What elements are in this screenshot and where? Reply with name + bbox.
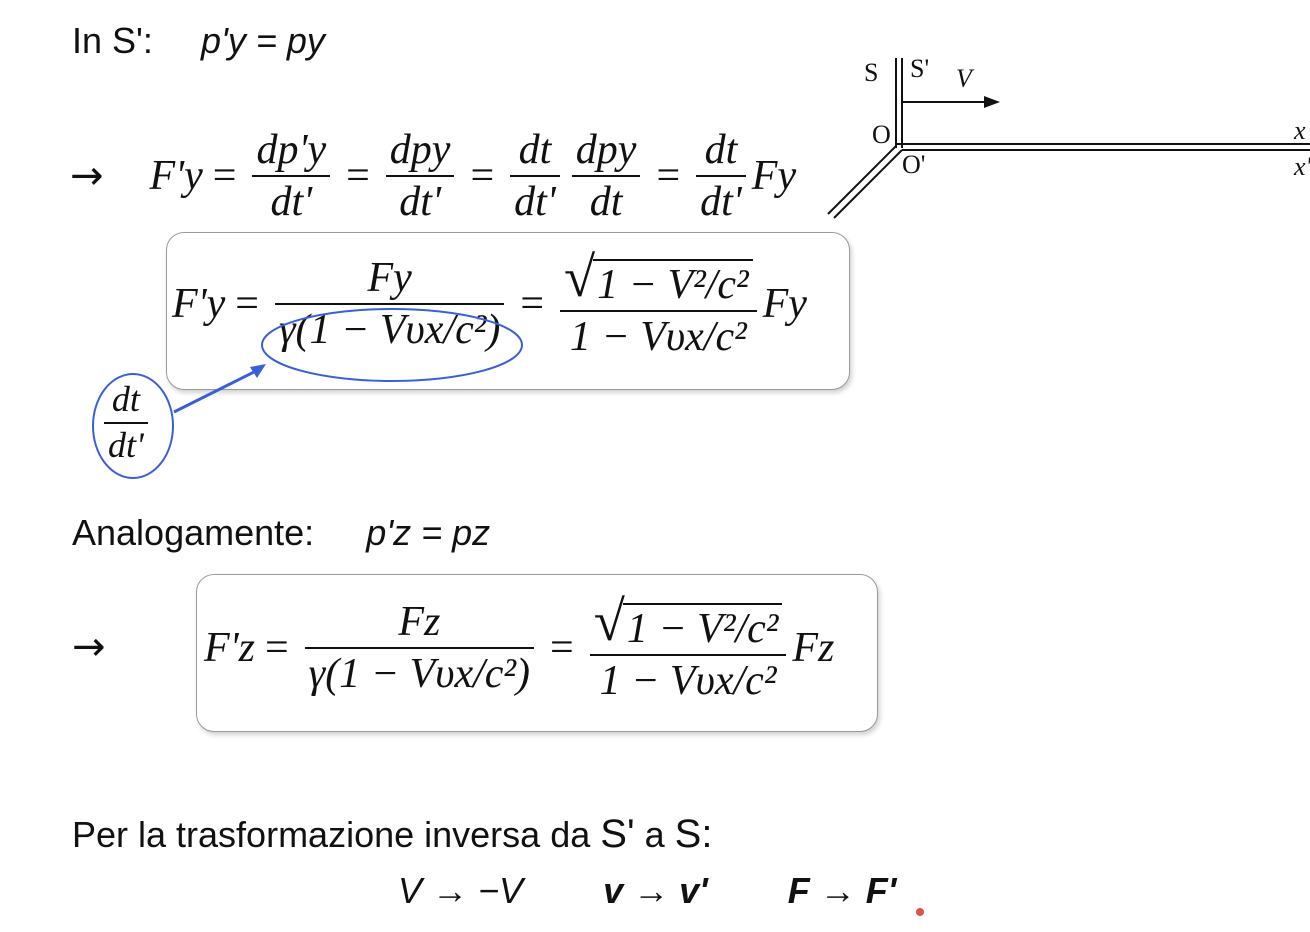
equation-3: F'z = Fz γ(1 − Vυx/c²) = √ 1 − V²/c² 1 − Vυ…: [204, 590, 835, 704]
inverse-rules: V → −V v → v' F → F': [398, 870, 896, 912]
eq3-factor: Fz: [792, 625, 835, 672]
analog-label: Analogamente:: [72, 512, 315, 553]
diagram-label-s-prime: S': [910, 54, 930, 83]
inverse-label-a: Per la trasformazione inversa da: [72, 814, 591, 855]
analog-equation: p'z = pz: [366, 512, 491, 553]
diagram-label-x: x: [1294, 116, 1306, 145]
eq3-lhs: F'z: [204, 625, 255, 672]
eq3-fraction-1: Fz γ(1 − Vυx/c²): [304, 600, 535, 696]
diagram-label-o: O: [872, 120, 891, 149]
eq1-fraction-4: dt dt': [696, 128, 746, 224]
z-prime-axis: [833, 149, 903, 219]
eq1-factor: Fy: [751, 153, 797, 200]
eq2-factor: Fy: [762, 281, 807, 328]
eq2-fraction-2: √ 1 − V²/c² 1 − Vυx/c²: [560, 249, 757, 359]
annotation-circle: [92, 373, 174, 479]
annotation-arrow-line: [173, 366, 263, 414]
annotation-arrow-head: [250, 364, 266, 378]
inverse-s-prime: S': [600, 812, 635, 856]
equation-1: → F'y = dp'y dt' = dpy dt' = dt dt' dpy dt =…: [70, 127, 797, 226]
implies-arrow-icon-2: →: [72, 624, 106, 670]
inverse-rule-2: v → v': [603, 870, 708, 911]
eq1-lhs: F'y: [149, 153, 203, 200]
diagram-label-o-prime: O': [902, 150, 926, 179]
inverse-line: Per la trasformazione inversa da S' a S:: [72, 812, 712, 857]
eq1-fraction-3a: dt dt': [510, 128, 560, 224]
equation-3-box: [196, 574, 878, 732]
implies-arrow-icon: →: [70, 153, 104, 200]
eq1-fraction-3b: dpy dt: [571, 128, 641, 224]
reference-frame-diagram: [827, 58, 1310, 219]
diagram-label-x-prime: x': [1294, 152, 1310, 181]
header-label: In S':: [72, 20, 153, 61]
equation-2: F'y = Fy γ(1 − Vυx/c²) = √ 1 − V²/c² 1 − Vυ…: [172, 246, 807, 360]
diagram-label-v: V: [956, 64, 972, 93]
diagram-label-s: S: [864, 58, 879, 87]
header-line: In S': p'y = py: [72, 20, 325, 62]
analog-line: Analogamente: p'z = pz: [72, 512, 490, 554]
eq1-fraction-1: dp'y dt': [252, 128, 331, 224]
eq3-fraction-2: √ 1 − V²/c² 1 − Vυx/c²: [589, 593, 787, 703]
inverse-s: S:: [674, 812, 713, 856]
cursor-dot: [916, 908, 924, 916]
eq2-lhs: F'y: [172, 281, 226, 328]
annotation-fraction: dt dt': [104, 378, 148, 465]
header-equation: p'y = py: [200, 20, 325, 61]
annotation-ellipse: [261, 308, 523, 382]
inverse-rule-3: F → F': [787, 870, 897, 911]
inverse-rule-1: V → −V: [398, 870, 524, 911]
z-axis: [827, 145, 897, 215]
eq1-fraction-2: dpy dt': [385, 128, 455, 224]
inverse-label-b: a: [644, 814, 665, 855]
eq2-fraction-1: Fy γ(1 − Vυx/c²): [274, 256, 505, 352]
velocity-arrow-head: [984, 96, 1000, 108]
